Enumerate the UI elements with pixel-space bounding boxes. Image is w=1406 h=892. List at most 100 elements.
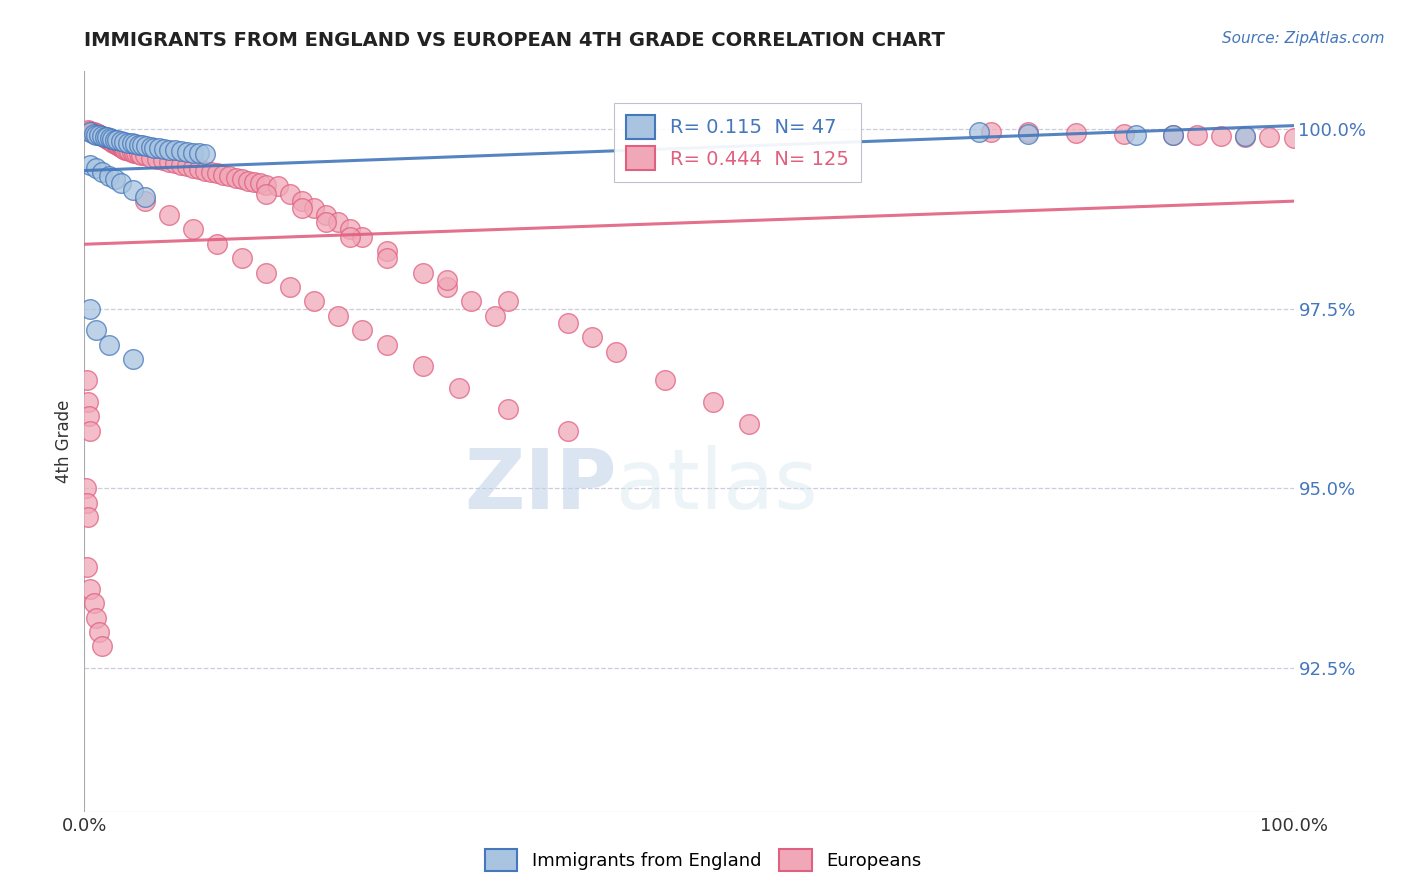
Point bbox=[128, 147, 150, 161]
Point bbox=[107, 138, 129, 153]
Point bbox=[83, 125, 105, 139]
Point bbox=[112, 135, 135, 149]
Point bbox=[87, 625, 110, 640]
Point bbox=[96, 132, 118, 146]
Point bbox=[315, 215, 337, 229]
Point bbox=[339, 229, 361, 244]
Point bbox=[460, 294, 482, 309]
Point bbox=[254, 266, 277, 280]
Point bbox=[1161, 128, 1184, 142]
Point bbox=[134, 190, 156, 204]
Point bbox=[98, 131, 121, 145]
Point bbox=[112, 142, 135, 156]
Point bbox=[77, 123, 100, 137]
Point bbox=[236, 173, 259, 187]
Point bbox=[176, 145, 198, 159]
Point bbox=[170, 144, 193, 158]
Point bbox=[181, 145, 204, 160]
Point bbox=[91, 129, 114, 144]
Point bbox=[79, 582, 101, 596]
Point bbox=[124, 136, 146, 151]
Text: ZIP: ZIP bbox=[464, 445, 616, 526]
Point bbox=[146, 152, 169, 166]
Point bbox=[97, 169, 120, 183]
Point bbox=[207, 236, 229, 251]
Point bbox=[139, 140, 162, 154]
Legend: Immigrants from England, Europeans: Immigrants from England, Europeans bbox=[478, 842, 928, 879]
Point bbox=[738, 417, 761, 431]
Point bbox=[557, 316, 579, 330]
Point bbox=[89, 128, 111, 143]
Point bbox=[87, 128, 110, 143]
Point bbox=[91, 640, 114, 654]
Point bbox=[352, 229, 374, 244]
Point bbox=[218, 169, 240, 184]
Point bbox=[122, 145, 145, 160]
Point bbox=[110, 134, 132, 148]
Point bbox=[1161, 128, 1184, 143]
Point bbox=[702, 395, 724, 409]
Point bbox=[225, 170, 247, 185]
Point bbox=[231, 252, 253, 266]
Point bbox=[86, 323, 108, 337]
Point bbox=[79, 125, 101, 139]
Point bbox=[134, 194, 156, 208]
Point bbox=[86, 126, 108, 140]
Point bbox=[188, 146, 211, 161]
Point bbox=[129, 147, 152, 161]
Point bbox=[98, 133, 121, 147]
Point bbox=[96, 130, 118, 145]
Point bbox=[86, 127, 108, 141]
Point bbox=[412, 266, 434, 280]
Point bbox=[267, 179, 290, 194]
Point bbox=[104, 172, 127, 186]
Point bbox=[278, 186, 301, 201]
Point bbox=[200, 165, 222, 179]
Point bbox=[291, 201, 314, 215]
Point bbox=[79, 158, 101, 172]
Point bbox=[135, 139, 157, 153]
Point bbox=[328, 215, 350, 229]
Point bbox=[121, 145, 143, 159]
Point bbox=[79, 301, 101, 316]
Point bbox=[111, 140, 134, 154]
Point bbox=[375, 337, 398, 351]
Point bbox=[328, 309, 350, 323]
Point bbox=[134, 148, 156, 162]
Point bbox=[77, 510, 100, 524]
Point bbox=[302, 201, 325, 215]
Text: Source: ZipAtlas.com: Source: ZipAtlas.com bbox=[1222, 31, 1385, 46]
Point bbox=[80, 125, 103, 139]
Text: atlas: atlas bbox=[616, 445, 818, 526]
Point bbox=[121, 183, 143, 197]
Point bbox=[79, 124, 101, 138]
Point bbox=[1017, 127, 1039, 141]
Point bbox=[339, 222, 361, 236]
Point bbox=[86, 610, 108, 624]
Point bbox=[1234, 129, 1257, 144]
Point bbox=[118, 144, 141, 158]
Point bbox=[1114, 127, 1136, 141]
Point bbox=[152, 153, 174, 168]
Point bbox=[104, 136, 127, 151]
Point bbox=[181, 161, 204, 175]
Point bbox=[194, 147, 217, 161]
Point bbox=[412, 359, 434, 373]
Point bbox=[97, 133, 120, 147]
Point bbox=[76, 560, 98, 574]
Point bbox=[581, 330, 603, 344]
Point bbox=[654, 374, 676, 388]
Point bbox=[97, 337, 120, 351]
Point bbox=[352, 323, 374, 337]
Point bbox=[128, 137, 150, 152]
Point bbox=[100, 134, 122, 148]
Point bbox=[131, 138, 153, 153]
Point bbox=[557, 424, 579, 438]
Point bbox=[315, 208, 337, 222]
Point bbox=[207, 166, 229, 180]
Point bbox=[114, 143, 136, 157]
Point bbox=[105, 133, 128, 147]
Point bbox=[94, 130, 117, 145]
Point bbox=[117, 136, 139, 150]
Point bbox=[170, 158, 193, 172]
